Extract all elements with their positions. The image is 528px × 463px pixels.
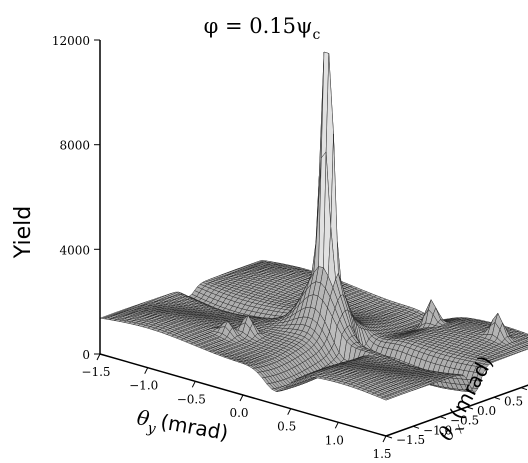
x-tick-mark (239, 394, 244, 402)
x-tick-label: −0.5 (177, 392, 206, 406)
y-tick-mark (466, 406, 474, 410)
y-tick-mark (520, 387, 528, 391)
y-tick-mark (412, 425, 420, 429)
y-tick-label: 0.5 (504, 394, 523, 408)
x-tick-label: 0.0 (229, 406, 248, 420)
z-axis-label: Yield (11, 206, 36, 259)
x-axis-label: θy (mrad) (134, 405, 230, 450)
x-tick-label: 1.0 (325, 433, 344, 447)
y-tick-label: 0.0 (477, 404, 496, 418)
x-tick-mark (382, 435, 387, 443)
x-tick-mark (96, 353, 101, 361)
x-tick-label: 1.5 (372, 447, 391, 461)
x-tick-label: 0.5 (277, 420, 296, 434)
surface-cell (380, 396, 390, 401)
surface-mesh (99, 51, 528, 401)
x-tick-mark (287, 408, 292, 415)
z-tick-label: 4000 (59, 243, 90, 257)
y-tick-mark (493, 396, 501, 400)
x-tick-mark (334, 422, 339, 429)
tick-labels: 04000800012000−1.5−1.0−0.50.00.51.01.5−1… (52, 34, 528, 461)
x-tick-label: −1.0 (129, 379, 158, 393)
y-tick-mark (385, 435, 393, 439)
y-tick-label: −1.0 (423, 423, 452, 437)
z-tick-label: 8000 (59, 139, 90, 153)
x-tick-mark (191, 381, 196, 388)
z-tick-label: 0 (82, 348, 90, 362)
y-tick-label: −1.5 (396, 433, 425, 447)
z-tick-label: 12000 (52, 34, 90, 48)
y-tick-mark (439, 416, 447, 420)
chart-title: φ = 0.15ψc (204, 14, 321, 43)
x-tick-label: −1.5 (81, 365, 110, 379)
y-tick-label: −0.5 (450, 414, 479, 428)
x-tick-mark (144, 367, 149, 374)
